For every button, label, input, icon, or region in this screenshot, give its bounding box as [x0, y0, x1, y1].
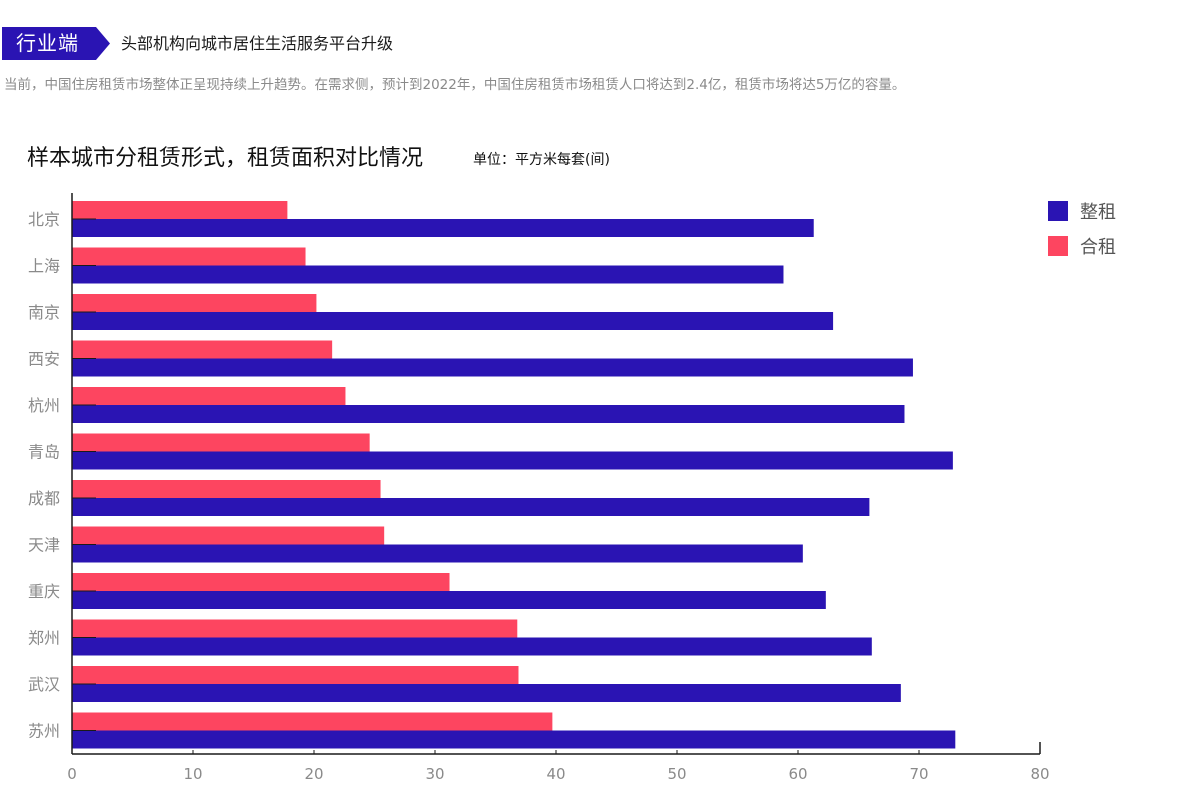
description-text: 当前，中国住房租赁市场整体正呈现持续上升趋势。在需求侧，预计到2022年，中国住… — [4, 77, 906, 93]
x-tick-label: 10 — [183, 765, 202, 783]
bar-whole-rent — [72, 591, 826, 609]
bar-whole-rent — [72, 312, 834, 330]
category-label: 青岛 — [28, 443, 60, 462]
category-label: 北京 — [28, 210, 60, 229]
bar-shared-rent — [72, 201, 288, 219]
bar-shared-rent — [72, 666, 519, 684]
category-label: 南京 — [28, 303, 60, 322]
bar-shared-rent — [72, 387, 346, 405]
bar-whole-rent — [72, 405, 905, 423]
bar-shared-rent — [72, 526, 385, 545]
bar-whole-rent — [72, 219, 814, 237]
section-tag-label: 行业端 — [16, 31, 79, 55]
legend-swatch — [1048, 236, 1068, 256]
bar-shared-rent — [72, 573, 450, 591]
bar-shared-rent — [72, 247, 306, 266]
bar-whole-rent — [72, 684, 901, 702]
category-label: 武汉 — [28, 675, 60, 694]
category-label: 上海 — [28, 257, 60, 276]
bar-whole-rent — [72, 498, 870, 516]
bar-whole-rent — [72, 358, 913, 377]
legend-label: 合租 — [1080, 237, 1116, 258]
bar-shared-rent — [72, 340, 333, 359]
legend-label: 整租 — [1080, 202, 1116, 223]
bar-whole-rent — [72, 544, 803, 563]
bar-whole-rent — [72, 637, 872, 656]
bar-whole-rent — [72, 265, 784, 284]
bar-shared-rent — [72, 433, 370, 452]
chart-unit: 单位：平方米每套(间) — [473, 152, 610, 168]
category-label: 郑州 — [28, 629, 60, 648]
x-tick-label: 20 — [304, 765, 323, 783]
x-tick-label: 60 — [788, 765, 807, 783]
category-label: 天津 — [28, 536, 60, 555]
section-tag-background — [2, 27, 110, 60]
category-label: 重庆 — [28, 582, 60, 601]
bar-shared-rent — [72, 619, 518, 638]
page-title: 头部机构向城市居住生活服务平台升级 — [121, 34, 394, 53]
bar-whole-rent — [72, 451, 953, 470]
section-tag: 行业端 — [2, 27, 110, 60]
x-tick-label: 0 — [67, 765, 77, 783]
bar-shared-rent — [72, 712, 553, 731]
bar-whole-rent — [72, 730, 956, 749]
bar-shared-rent — [72, 294, 317, 312]
x-tick-label: 80 — [1030, 765, 1049, 783]
bar-shared-rent — [72, 480, 381, 498]
legend-swatch — [1048, 201, 1068, 221]
x-tick-label: 30 — [425, 765, 444, 783]
category-label: 杭州 — [28, 396, 60, 415]
x-tick-label: 40 — [546, 765, 565, 783]
chart-title: 样本城市分租赁形式，租赁面积对比情况 — [27, 146, 424, 171]
category-label: 西安 — [28, 350, 60, 369]
category-label: 成都 — [28, 489, 60, 508]
x-tick-label: 50 — [667, 765, 686, 783]
x-tick-label: 70 — [909, 765, 928, 783]
category-label: 苏州 — [28, 722, 60, 741]
